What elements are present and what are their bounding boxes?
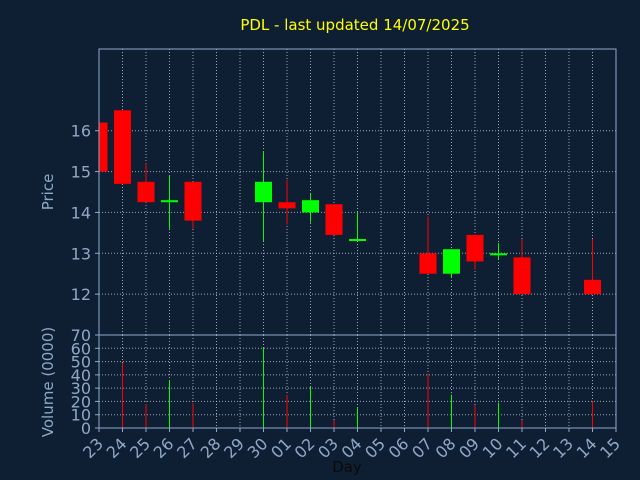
- price-tick-label: 12: [71, 285, 91, 304]
- candle: [349, 212, 366, 242]
- candle: [161, 175, 178, 229]
- candle: [278, 179, 296, 225]
- candle: [419, 216, 437, 274]
- volume-tick-label: 50: [71, 353, 91, 372]
- candle: [98, 122, 108, 172]
- candle-body: [99, 122, 108, 172]
- candle-body: [584, 279, 601, 295]
- volume-bars: [122, 346, 593, 428]
- candle: [114, 110, 131, 184]
- candle: [490, 243, 507, 260]
- price-tick-label: 16: [71, 122, 91, 141]
- volume-axis-label: Volume (0000): [39, 327, 57, 437]
- candle: [255, 151, 272, 242]
- candle: [466, 234, 484, 270]
- price-tick-label: 13: [71, 244, 91, 263]
- price-tick-label: 15: [71, 163, 91, 182]
- price-axis-ticks: 12 13 14 15 16: [71, 122, 99, 304]
- candle-body: [255, 181, 272, 203]
- candle-body: [513, 257, 531, 295]
- candle-body: [161, 200, 178, 203]
- volume-tick-label: 30: [71, 379, 91, 398]
- candle: [137, 163, 155, 203]
- volume-tick-label: 70: [71, 326, 91, 345]
- price-tick-label: 14: [71, 203, 91, 222]
- volume-tick-label: 20: [71, 392, 91, 411]
- volume-tick-label: 60: [71, 339, 91, 358]
- candle: [513, 238, 531, 295]
- chart-title: PDL - last updated 14/07/2025: [240, 16, 469, 34]
- candle-body: [466, 234, 484, 262]
- volume-tick-label: 40: [71, 366, 91, 385]
- candle-body: [114, 110, 131, 184]
- candle-body: [443, 249, 460, 274]
- candle-body: [349, 238, 366, 242]
- candle-body: [419, 253, 437, 274]
- price-axis-label: Price: [39, 174, 57, 211]
- candle: [302, 194, 319, 223]
- candle-body: [302, 200, 319, 213]
- x-axis-label: Day: [332, 458, 362, 476]
- candle-body: [137, 181, 155, 203]
- candle: [184, 181, 202, 229]
- candle-body: [325, 204, 343, 235]
- candle-body: [184, 181, 202, 221]
- volume-tick-label: 0: [81, 419, 91, 438]
- volume-tick-label: 10: [71, 406, 91, 425]
- candle: [325, 204, 343, 235]
- candle: [584, 238, 601, 295]
- candle-body: [278, 202, 296, 209]
- candle-body: [490, 253, 507, 256]
- candle: [443, 249, 460, 278]
